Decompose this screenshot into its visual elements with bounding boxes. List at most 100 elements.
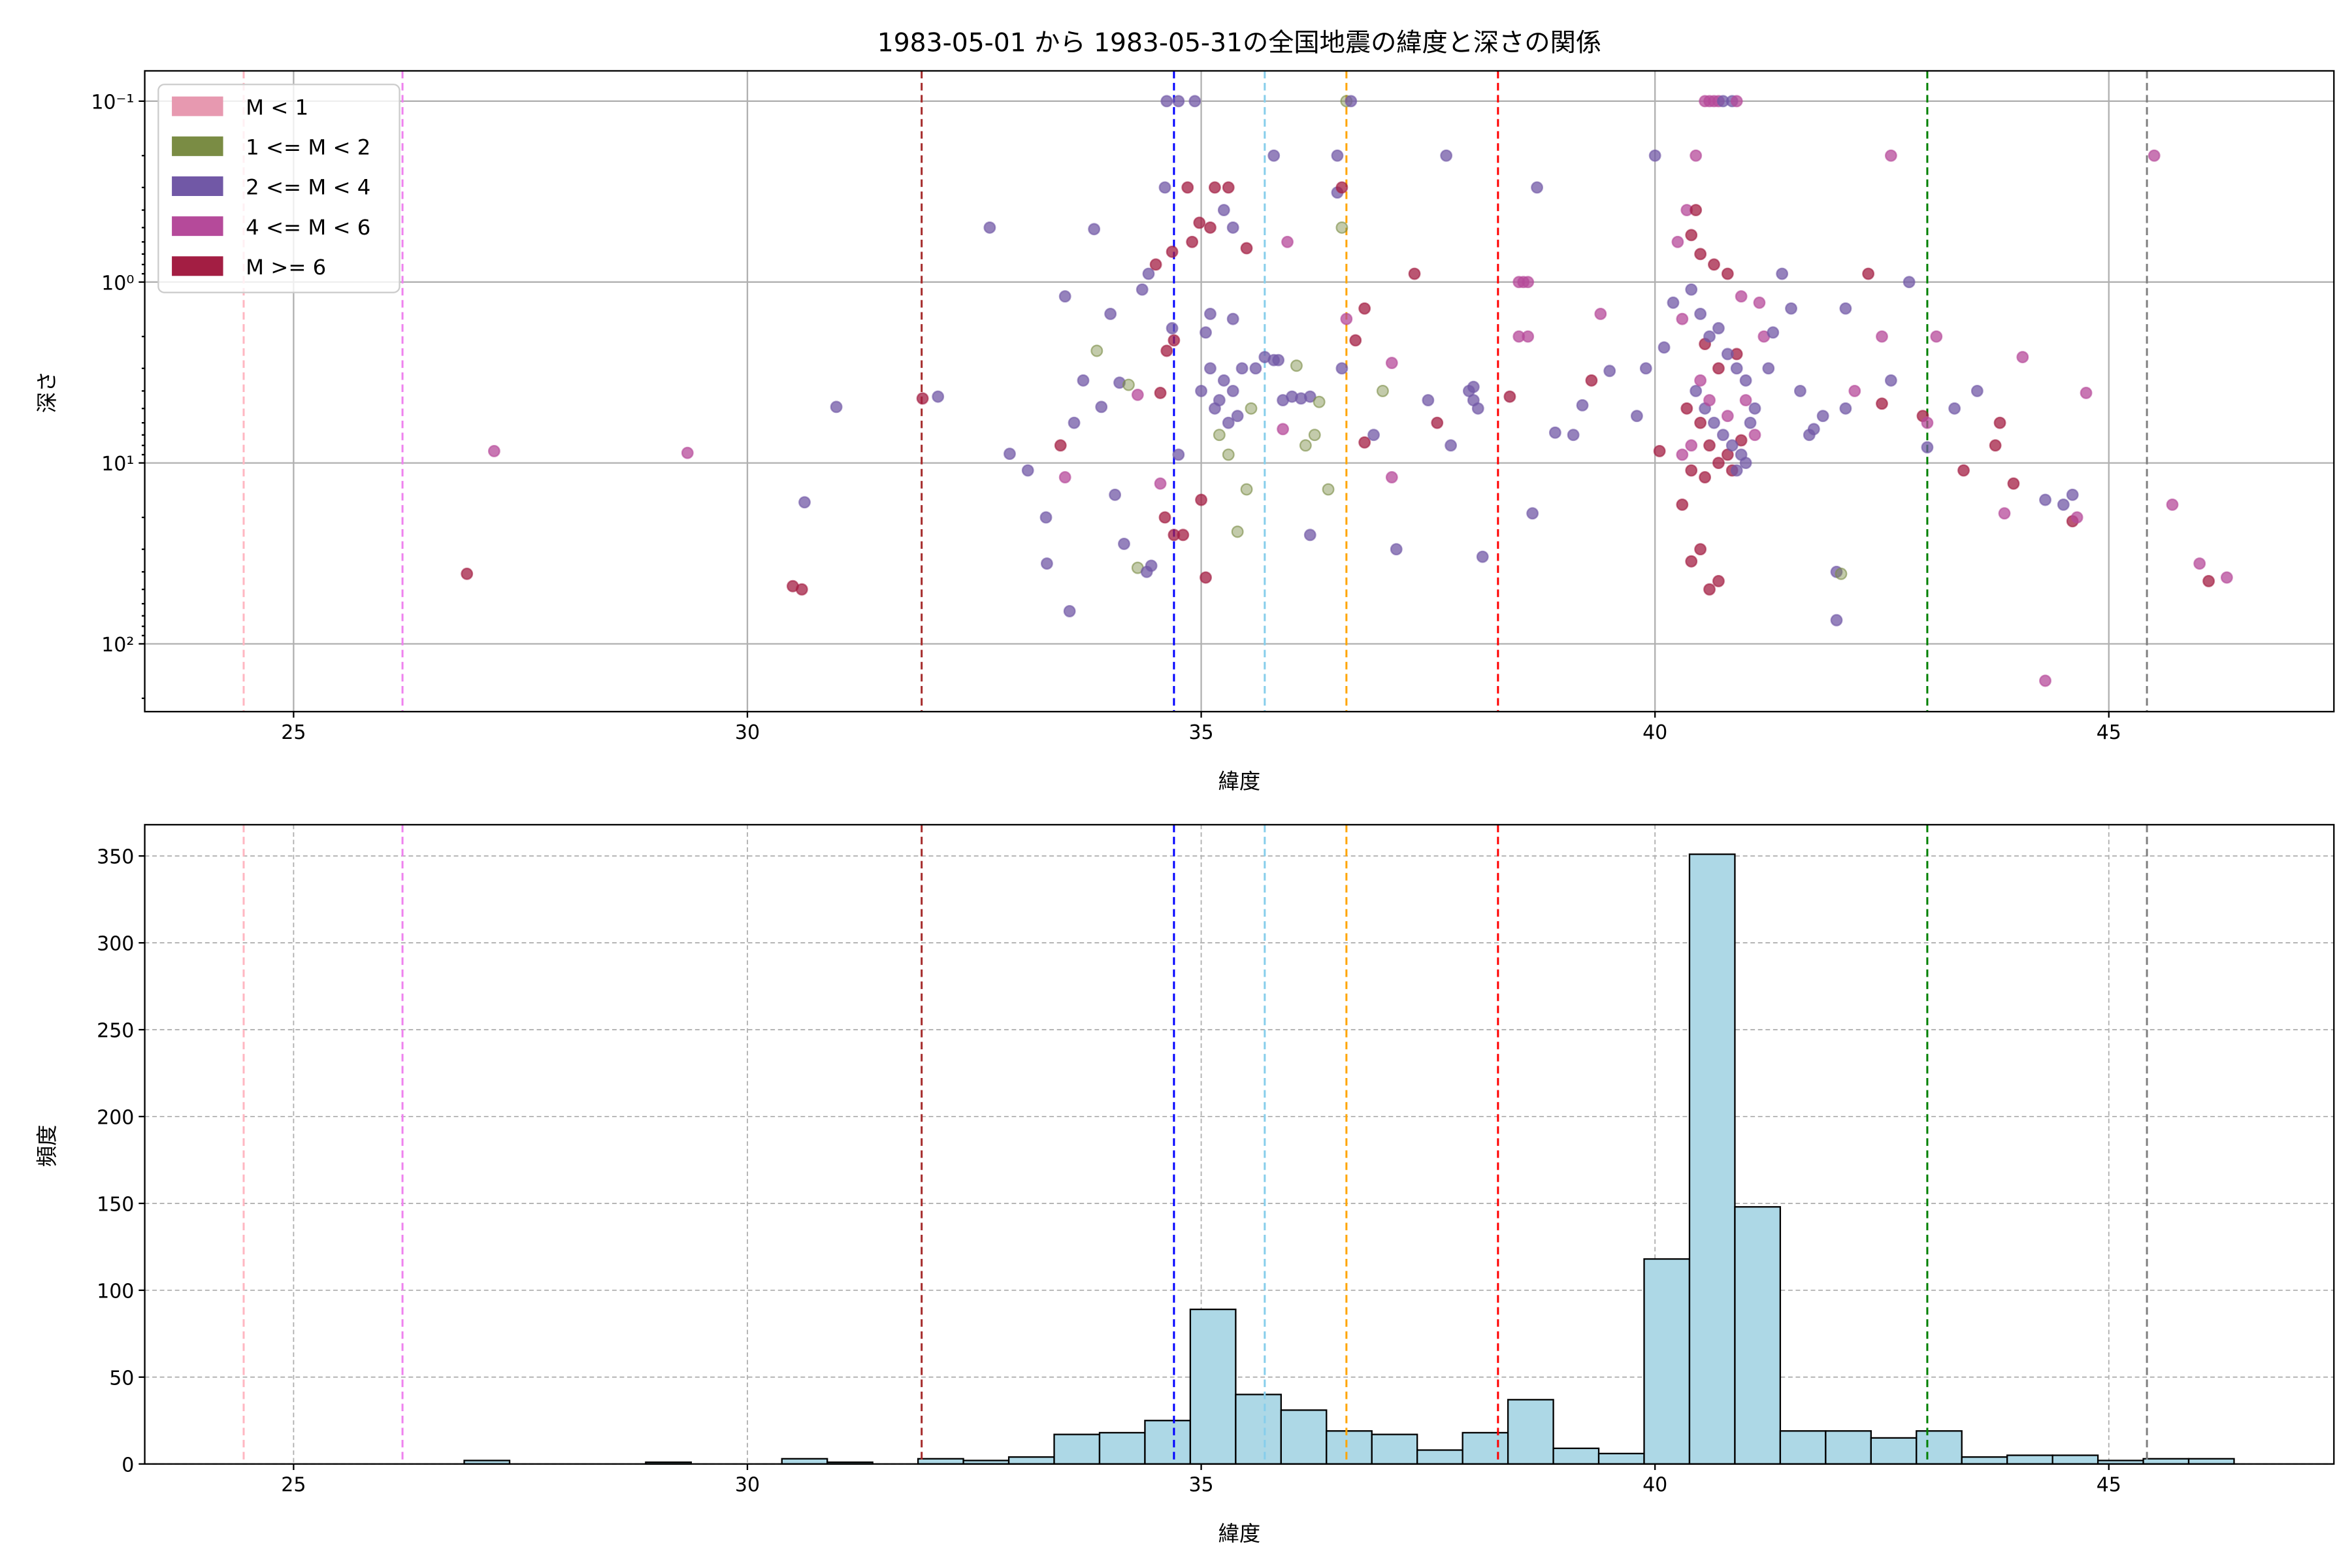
- scatter-point: [1303, 390, 1316, 403]
- scatter-point: [1884, 374, 1897, 387]
- scatter-point: [1058, 290, 1071, 303]
- scatter-point: [1204, 221, 1217, 234]
- scatter-x-tick-label: 40: [1642, 721, 1667, 744]
- scatter-point: [1839, 302, 1852, 315]
- histogram-plot: 25 30 35 40 45 0 50 100 150 200 250 300 350 緯度 頻度: [35, 824, 2335, 1546]
- histogram-bar: [1326, 1430, 1373, 1465]
- scatter-point: [1290, 359, 1303, 372]
- histogram-x-tick-label: 25: [281, 1473, 306, 1496]
- scatter-point: [1077, 374, 1090, 387]
- scatter-point: [795, 583, 808, 596]
- histogram-x-tick-label: 30: [735, 1473, 760, 1496]
- scatter-point: [1630, 410, 1643, 423]
- histogram-bar: [1643, 1258, 1691, 1465]
- scatter-point: [1690, 149, 1703, 162]
- scatter-point: [1862, 267, 1875, 280]
- scatter-point: [2202, 574, 2215, 587]
- scatter-point: [916, 392, 929, 405]
- scatter-point: [1408, 267, 1421, 280]
- scatter-x-label: 緯度: [1218, 769, 1261, 794]
- histogram-bar: [1371, 1433, 1418, 1465]
- scatter-point: [1685, 229, 1698, 242]
- scatter-point: [2039, 674, 2052, 687]
- scatter-point: [1748, 402, 1761, 415]
- histogram-bar: [1416, 1449, 1463, 1465]
- scatter-point: [1522, 276, 1535, 289]
- scatter-point: [1712, 362, 1725, 375]
- scatter-y-tick-label: 10⁰: [101, 272, 134, 295]
- scatter-point: [1694, 416, 1707, 429]
- scatter-point: [1671, 235, 1684, 248]
- scatter-point: [1158, 511, 1171, 524]
- legend-swatch: [172, 256, 223, 276]
- scatter-point: [1476, 550, 1489, 563]
- scatter-point: [1177, 529, 1190, 542]
- scatter-point: [1712, 321, 1725, 335]
- scatter-point: [1522, 330, 1535, 343]
- scatter-point: [461, 567, 474, 580]
- legend-label: M < 1: [246, 95, 308, 120]
- scatter-x-tick-label: 35: [1188, 721, 1213, 744]
- scatter-point: [681, 446, 694, 459]
- histogram-bar: [1916, 1430, 1963, 1465]
- scatter-point: [2193, 557, 2206, 570]
- scatter-point: [1154, 386, 1167, 399]
- scatter-point: [1816, 410, 1829, 423]
- legend-swatch: [172, 136, 223, 156]
- scatter-point: [1088, 223, 1101, 236]
- scatter-point: [1694, 308, 1707, 320]
- scatter-point: [983, 221, 996, 234]
- scatter-point: [1160, 344, 1173, 357]
- scatter-x-tick-label: 30: [735, 721, 760, 744]
- scatter-point: [1739, 374, 1752, 387]
- scatter-point: [1735, 290, 1748, 303]
- scatter-point: [1739, 457, 1752, 470]
- scatter-point: [1240, 242, 1253, 255]
- scatter-point: [1467, 380, 1480, 393]
- scatter-point: [1667, 296, 1680, 309]
- scatter-point: [1708, 258, 1720, 271]
- scatter-point: [1694, 543, 1707, 556]
- scatter-point: [1200, 571, 1212, 584]
- scatter-point: [1331, 149, 1344, 162]
- scatter-point: [1658, 341, 1671, 354]
- histogram-bar: [917, 1458, 964, 1465]
- scatter-point: [1848, 384, 1861, 397]
- legend-swatch: [172, 216, 223, 237]
- scatter-point: [1222, 448, 1235, 461]
- scatter-point: [1335, 362, 1348, 375]
- scatter-point: [1109, 488, 1122, 501]
- scatter-point: [1739, 394, 1752, 407]
- histogram-y-tick-label: 50: [109, 1367, 134, 1390]
- histogram-bar: [1098, 1431, 1146, 1465]
- scatter-point: [1676, 498, 1689, 511]
- scatter-point: [1231, 410, 1244, 423]
- histogram-bar: [1779, 1430, 1827, 1465]
- scatter-point: [1058, 471, 1071, 483]
- scatter-point: [1703, 394, 1716, 407]
- scatter-point: [1712, 574, 1725, 587]
- histogram-bar: [1688, 853, 1736, 1465]
- scatter-point: [1567, 429, 1580, 442]
- scatter-point: [1217, 204, 1230, 216]
- scatter-point: [1948, 402, 1961, 415]
- scatter-point: [1308, 429, 1321, 442]
- scatter-point: [2220, 571, 2233, 584]
- scatter-point: [2148, 149, 2161, 162]
- scatter-point: [1721, 267, 1734, 280]
- scatter-point: [487, 444, 500, 457]
- scatter-point: [1445, 439, 1458, 452]
- scatter-point: [1548, 426, 1561, 439]
- histogram-bar: [1280, 1409, 1328, 1465]
- scatter-point: [1172, 448, 1185, 461]
- histogram-bar: [1007, 1456, 1055, 1465]
- scatter-point: [1876, 330, 1888, 343]
- scatter-point: [1249, 362, 1262, 375]
- legend: M < 1 1 <= M < 2 2 <= M < 4 4 <= M < 6 M >= …: [157, 84, 400, 293]
- scatter-point: [1730, 464, 1743, 477]
- scatter-point: [1735, 434, 1748, 447]
- scatter-y-tick-label: 10¹: [101, 453, 134, 476]
- scatter-point: [932, 390, 945, 403]
- scatter-point: [1807, 423, 1820, 436]
- scatter-point: [1231, 525, 1244, 538]
